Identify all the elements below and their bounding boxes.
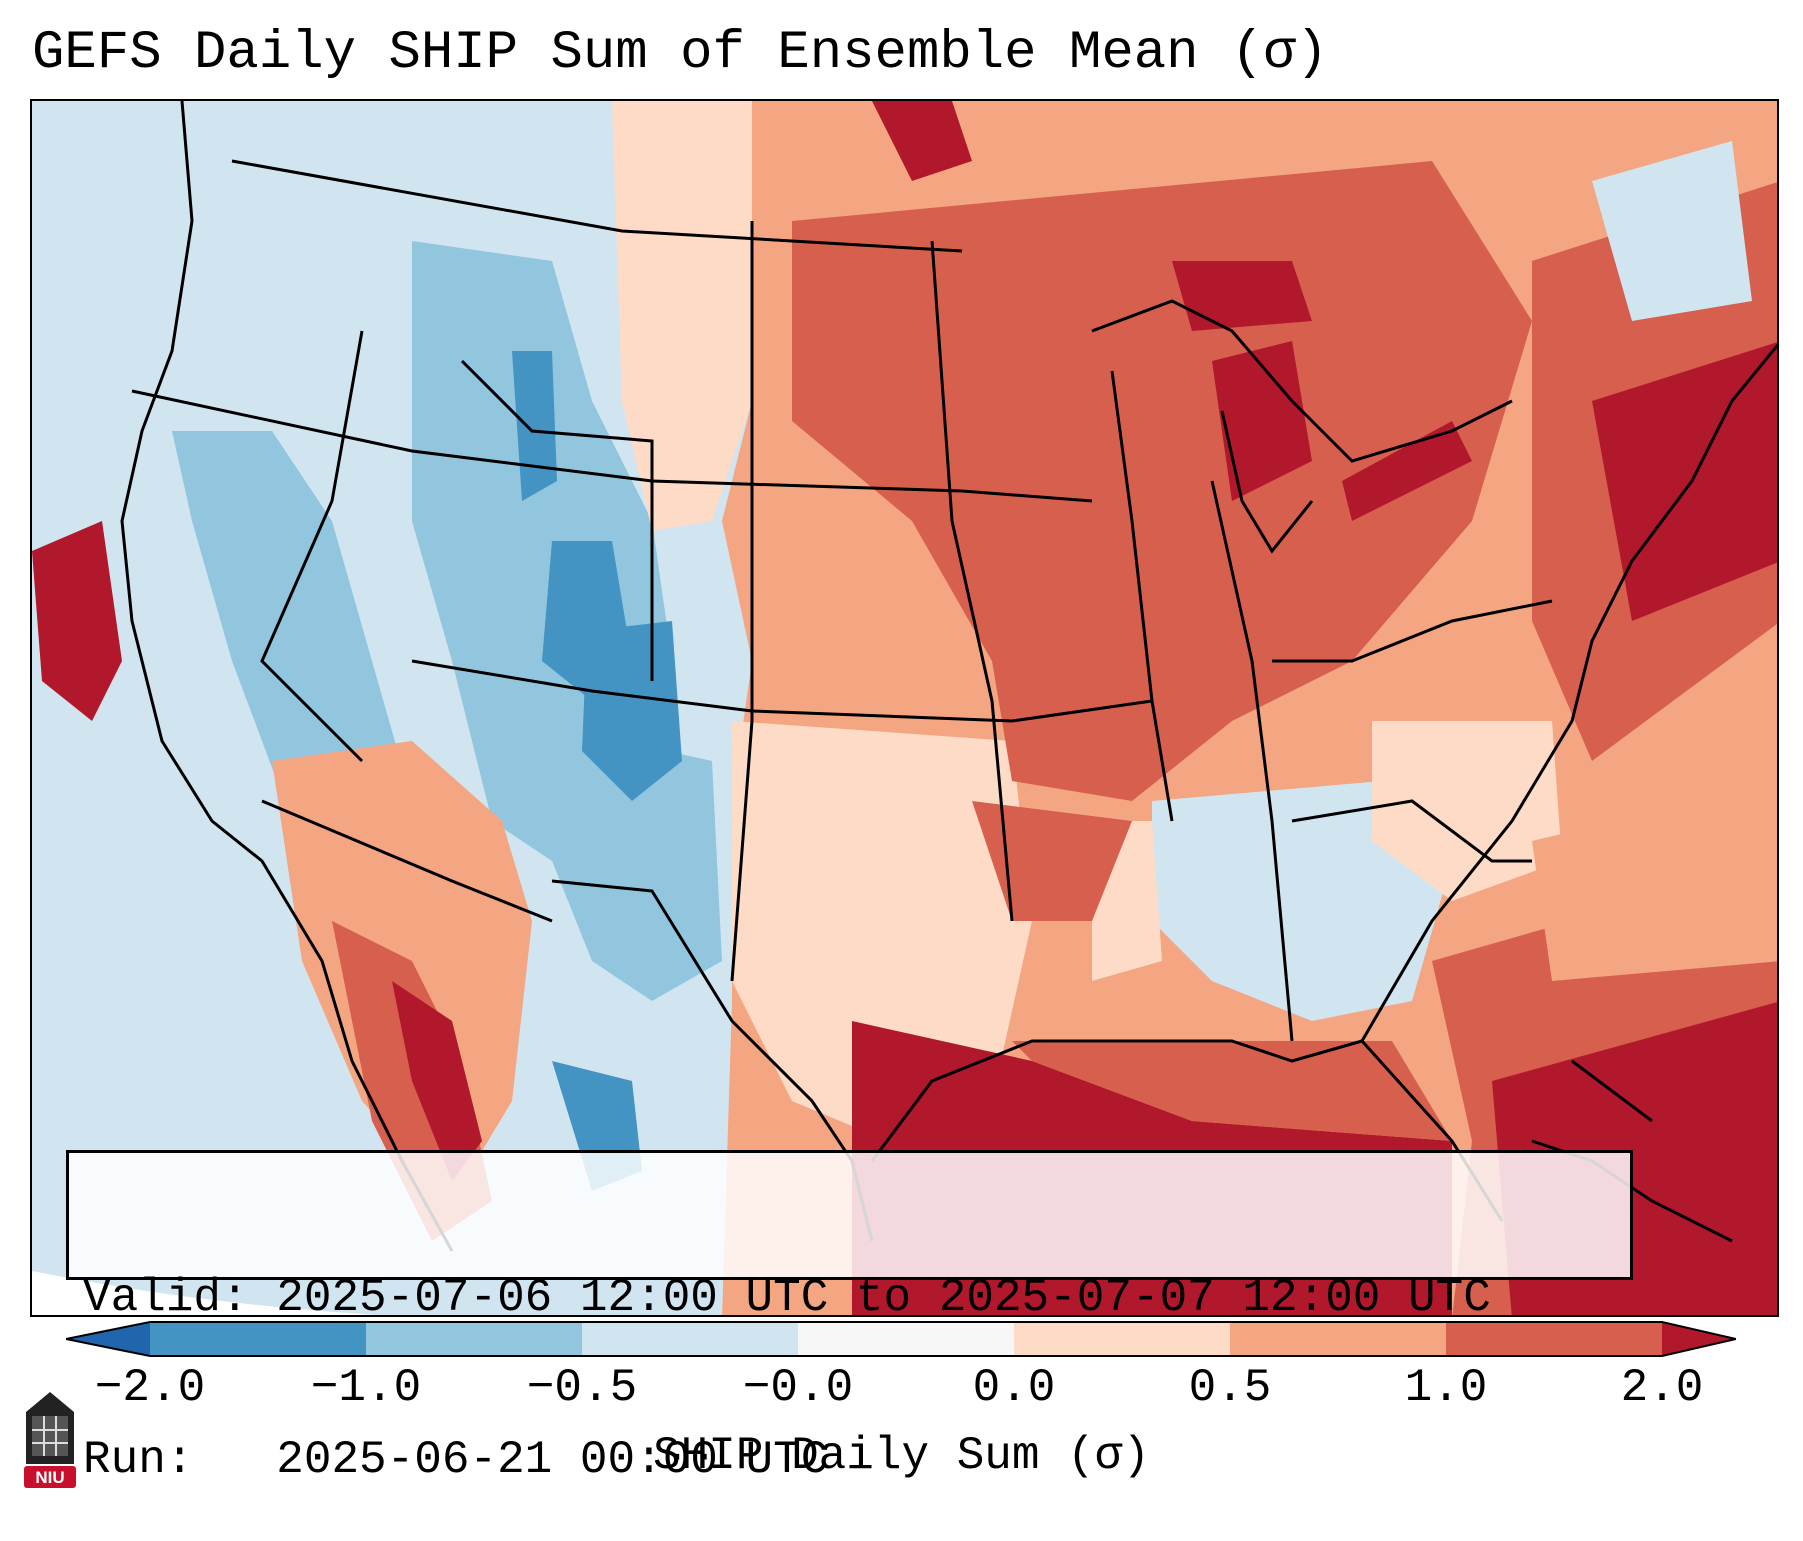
texas-pink bbox=[732, 721, 1032, 1151]
state-line-southeast bbox=[1210, 480, 1294, 1042]
pacific-strong-red bbox=[32, 521, 122, 721]
map-title: GEFS Daily SHIP Sum of Ensemble Mean (σ) bbox=[32, 23, 1329, 84]
projection-edge bbox=[32, 1271, 377, 1315]
colorbar-tick-6: 0.5 bbox=[1188, 1362, 1272, 1414]
run-time-text: Run: 2025-06-21 00:00 UTC bbox=[83, 1434, 829, 1486]
lake-michigan-strong-red bbox=[1212, 341, 1312, 501]
colorbar-bin-5 bbox=[1014, 1322, 1230, 1356]
maritimes-light-blue bbox=[1592, 141, 1752, 321]
colorado-blue-core bbox=[582, 621, 682, 801]
colorbar-tick-1: −2.0 bbox=[94, 1362, 206, 1414]
great-lakes-outline bbox=[1091, 299, 1513, 463]
gulf-coast-red bbox=[1012, 1041, 1452, 1141]
colorbar-bin-7 bbox=[1446, 1322, 1662, 1356]
midwest-red bbox=[792, 161, 1532, 801]
state-line-plains-west bbox=[730, 221, 754, 982]
valid-time-text: Valid: 2025-07-06 12:00 UTC to 2025-07-0… bbox=[83, 1272, 1491, 1324]
state-line-carolinas bbox=[1291, 799, 1532, 863]
logo-text: NIU bbox=[35, 1468, 64, 1487]
colorbar-bin-4 bbox=[798, 1322, 1014, 1356]
state-line-plains-east bbox=[930, 240, 1014, 922]
state-line-rockies bbox=[460, 359, 654, 681]
colorbar-bin-1 bbox=[150, 1322, 366, 1356]
colorbar-tick-8: 2.0 bbox=[1620, 1362, 1704, 1414]
colorbar-tick-5: 0.0 bbox=[972, 1362, 1056, 1414]
canada-us-border bbox=[231, 159, 963, 253]
atlantic-salmon-patch bbox=[1532, 781, 1777, 981]
lake-erie-strong-red bbox=[1342, 421, 1472, 521]
lake-superior-strong-red bbox=[1172, 261, 1312, 331]
state-line-mississippi bbox=[1110, 370, 1174, 822]
valid-time-box: Valid: 2025-07-06 12:00 UTC to 2025-07-0… bbox=[66, 1150, 1633, 1486]
logo-window-panel bbox=[32, 1416, 68, 1456]
carolina-pink bbox=[1372, 721, 1562, 901]
map-panel bbox=[30, 99, 1779, 1317]
colorbar-bin-6 bbox=[1230, 1322, 1446, 1356]
us-mexico-border-west bbox=[261, 799, 553, 923]
colorbar-bin-2 bbox=[366, 1322, 582, 1356]
logo-window-grid bbox=[32, 1416, 68, 1456]
lower-mississippi-red bbox=[972, 801, 1132, 921]
colorbar-tick-4: −0.0 bbox=[742, 1362, 854, 1414]
canada-strong-red bbox=[872, 101, 972, 181]
logo-badge bbox=[24, 1466, 76, 1488]
gulf-coastline bbox=[870, 1039, 1504, 1222]
colorbar-tick-2: −1.0 bbox=[310, 1362, 422, 1414]
colorbar-under-arrow bbox=[66, 1322, 150, 1356]
new-mexico-blue bbox=[532, 721, 722, 1001]
colorbar-over-arrow bbox=[1662, 1322, 1736, 1356]
colorbar-label: SHIP Daily Sum (σ) bbox=[653, 1430, 1150, 1482]
state-line-nevada bbox=[260, 330, 364, 763]
colorbar-bin-3 bbox=[582, 1322, 798, 1356]
pacific-coastline bbox=[120, 101, 454, 1252]
colorbar-outline bbox=[66, 1321, 1736, 1357]
niu-logo-icon: NIU bbox=[24, 1392, 76, 1488]
colorbar-tick-7: 1.0 bbox=[1404, 1362, 1488, 1414]
state-line-ohio-valley bbox=[1272, 599, 1553, 663]
lake-michigan-outline bbox=[1220, 410, 1314, 554]
colorbar-tick-3: −0.5 bbox=[526, 1362, 638, 1414]
anomaly-map bbox=[32, 101, 1777, 1315]
sierra-madre-strong-red bbox=[392, 981, 482, 1181]
montana-pink bbox=[612, 101, 752, 531]
bahamas-outline bbox=[1571, 1059, 1653, 1123]
colorbar bbox=[66, 1321, 1736, 1357]
atlantic-coastline bbox=[1360, 343, 1777, 1042]
